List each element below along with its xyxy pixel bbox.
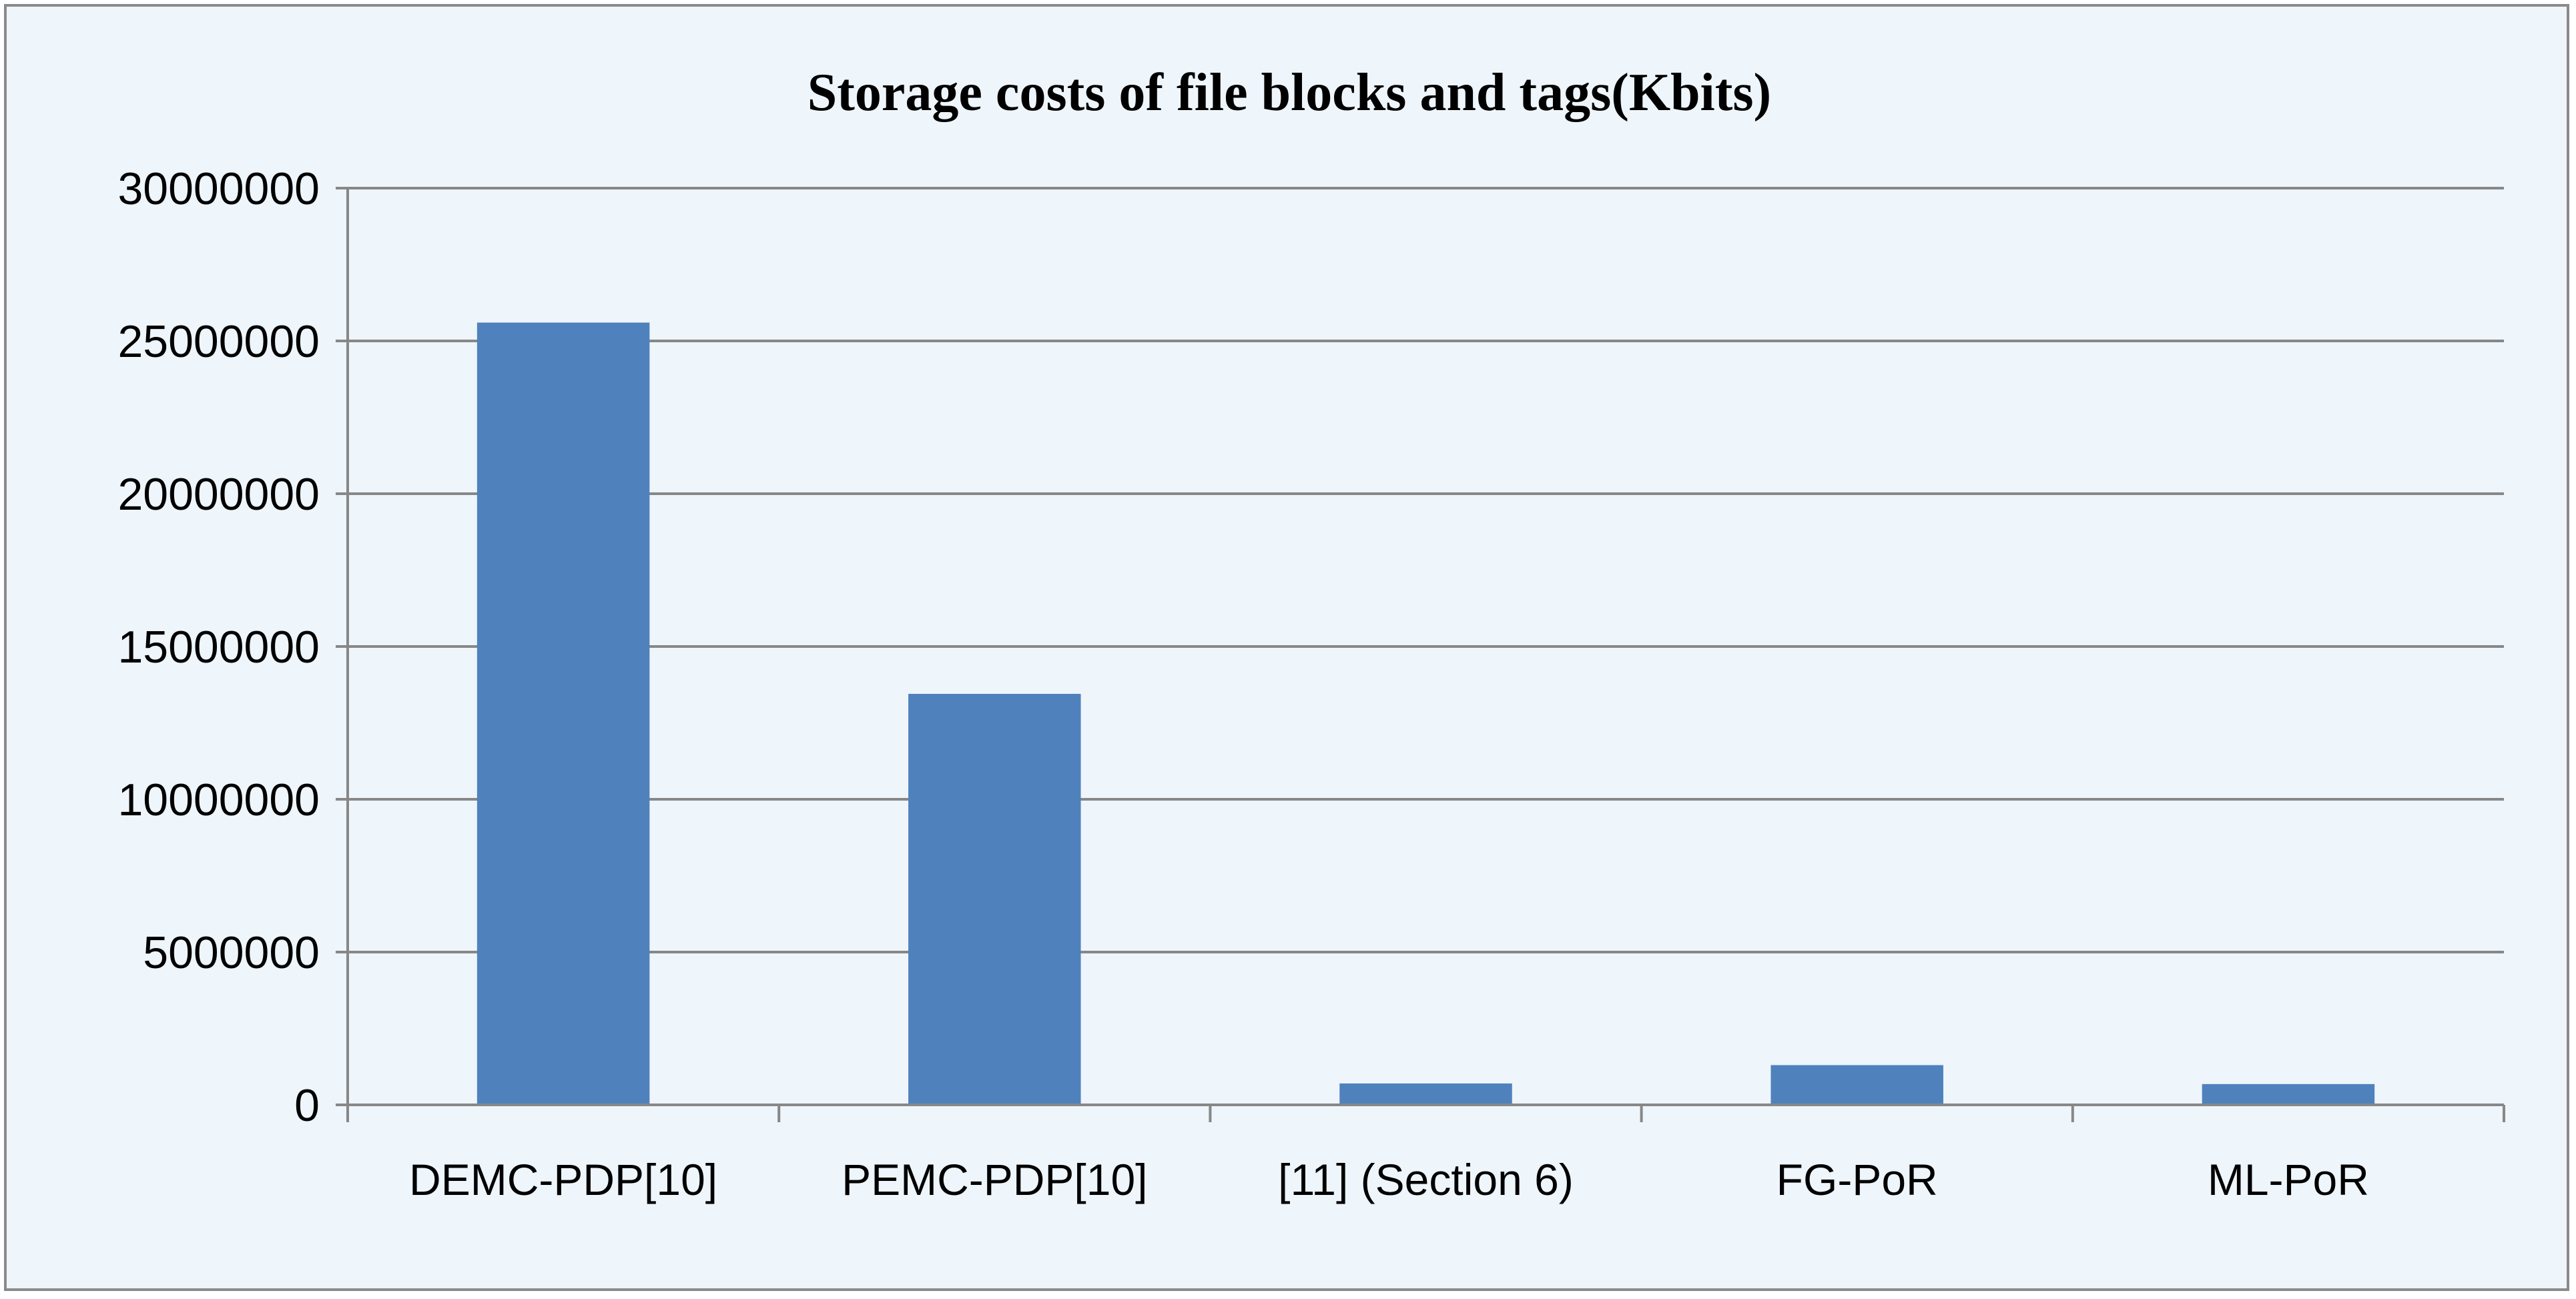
x-tick-label: PEMC-PDP[10] xyxy=(842,1155,1147,1204)
chart-frame: Storage costs of file blocks and tags(Kb… xyxy=(4,4,2569,1291)
bar xyxy=(1770,1065,1943,1105)
bar xyxy=(908,693,1081,1105)
x-tick-label: ML-PoR xyxy=(2208,1155,2369,1204)
bar-chart: Storage costs of file blocks and tags(Kb… xyxy=(117,63,2505,1204)
x-tick-label: FG-PoR xyxy=(1777,1155,1938,1204)
x-tick-label: [11] (Section 6) xyxy=(1278,1155,1574,1204)
axes xyxy=(336,187,2505,1122)
gridlines xyxy=(348,187,2504,953)
bar xyxy=(1339,1083,1512,1105)
y-tick-label: 5000000 xyxy=(143,927,320,978)
bars xyxy=(476,322,2375,1105)
y-tick-label: 0 xyxy=(294,1080,320,1131)
y-tick-label: 25000000 xyxy=(117,316,320,367)
y-tick-label: 30000000 xyxy=(117,163,320,214)
bar xyxy=(2202,1084,2375,1105)
y-tick-label: 20000000 xyxy=(117,469,320,520)
chart-title: Storage costs of file blocks and tags(Kb… xyxy=(808,63,1771,122)
x-tick-labels: DEMC-PDP[10] PEMC-PDP[10] [11] (Section 6)… xyxy=(409,1155,2369,1204)
bar xyxy=(476,322,650,1105)
y-tick-label: 10000000 xyxy=(117,775,320,825)
y-tick-label: 15000000 xyxy=(117,622,320,673)
x-tick-label: DEMC-PDP[10] xyxy=(409,1155,717,1204)
y-tick-labels: 0 5000000 10000000 15000000 20000000 25000000… xyxy=(117,163,320,1131)
